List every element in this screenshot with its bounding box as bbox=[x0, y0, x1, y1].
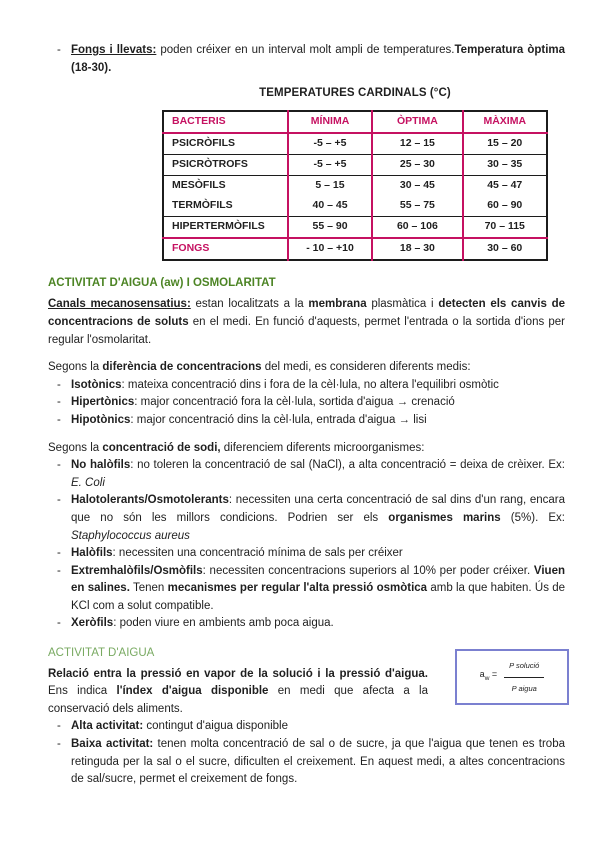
formula-subscript: w bbox=[484, 675, 490, 683]
table-row: MESÒFILS 5 – 15 30 – 45 45 – 47 bbox=[163, 174, 547, 196]
bullet-text: Halòfils: necessiten una concentració mí… bbox=[71, 547, 403, 560]
table-row: FONGS - 10 – +10 18 – 30 30 – 60 bbox=[163, 236, 547, 260]
bullet-marker: - bbox=[57, 738, 61, 751]
list-item: - Hipotònics: major concentració dins la… bbox=[48, 412, 565, 430]
bullet-marker: - bbox=[57, 378, 61, 391]
table-cell: 45 – 47 bbox=[461, 174, 547, 196]
table-cell: 55 – 90 bbox=[286, 215, 373, 238]
formula-equals: = bbox=[491, 669, 498, 680]
list-item: - Hipertònics: major concentració fora l… bbox=[48, 394, 565, 412]
column-header: MÍNIMA bbox=[286, 110, 373, 133]
list-item: - Fongs i llevats: poden créixer en un i… bbox=[48, 42, 565, 77]
water-activity-section: ACTIVITAT D'AIGUA aw = P solució P aigua… bbox=[48, 645, 569, 718]
sodium-lead-paragraph: Segons la concentració de sodi, diferenc… bbox=[48, 441, 425, 454]
formula-denominator: P aigua bbox=[511, 683, 537, 693]
table-cell: 60 – 106 bbox=[371, 215, 463, 238]
table-cell: -5 – +5 bbox=[286, 153, 373, 176]
table-cell: MESÒFILS bbox=[163, 174, 288, 196]
list-item: - Halotolerants/Osmotolerants: necessite… bbox=[48, 492, 565, 545]
table-cell: 12 – 15 bbox=[371, 131, 463, 155]
bullet-text: Baixa activitat: tenen molta concentraci… bbox=[71, 738, 565, 786]
bullet-text: Halotolerants/Osmotolerants: necessiten … bbox=[71, 494, 566, 542]
table-row: TERMÒFILS 40 – 45 55 – 75 60 – 90 bbox=[163, 195, 547, 217]
list-item: - Extremhalòfils/Osmòfils: necessiten co… bbox=[48, 563, 565, 616]
intro-bullet-text: Fongs i llevats: poden créixer en un int… bbox=[71, 44, 566, 74]
sodium-list: - No halòfils: no toleren la concentraci… bbox=[48, 457, 565, 633]
list-item: - Halòfils: necessiten una concentració … bbox=[48, 545, 565, 563]
table-cell: 70 – 115 bbox=[461, 215, 547, 238]
bullet-marker: - bbox=[57, 617, 61, 630]
list-item: - Alta activitat: contingut d'aigua disp… bbox=[48, 718, 565, 736]
media-lead-paragraph: Segons la diferència de concentracions d… bbox=[48, 361, 471, 374]
table-cell: 25 – 30 bbox=[371, 153, 463, 176]
table-cell: 30 – 45 bbox=[371, 174, 463, 196]
table-cell: TERMÒFILS bbox=[172, 198, 233, 211]
table-cell: FONGS bbox=[163, 236, 288, 260]
table-cell: 18 – 30 bbox=[371, 236, 463, 260]
bullet-marker: - bbox=[57, 396, 61, 409]
formula-lhs: aw = bbox=[479, 669, 498, 683]
table-cell: HIPERTERMÒFILS bbox=[163, 215, 288, 238]
bullet-text: Hipotònics: major concentració dins la c… bbox=[71, 413, 427, 426]
bullet-text: Xeròfils: poden viure en ambients amb po… bbox=[71, 617, 334, 630]
bullet-marker: - bbox=[57, 44, 61, 56]
section-heading-osmolarity: ACTIVITAT D'AIGUA (aw) I OSMOLARITAT bbox=[48, 276, 276, 289]
temperatures-table-section: TEMPERATURES CARDINALS (°C) BACTERIS MÍN… bbox=[162, 85, 548, 261]
table-cell: PSICRÒTROFS bbox=[163, 153, 288, 176]
table-cell: 30 – 35 bbox=[461, 153, 547, 176]
bullet-marker: - bbox=[57, 547, 61, 560]
formula-fraction: P solució P aigua bbox=[504, 657, 545, 697]
bullet-marker: - bbox=[57, 459, 61, 472]
table-row: PSICRÒFILS -5 – +5 12 – 15 15 – 20 bbox=[163, 131, 547, 155]
table-cell: 15 – 20 bbox=[461, 131, 547, 155]
column-header: MÀXIMA bbox=[461, 110, 547, 133]
table-row: PSICRÒTROFS -5 – +5 25 – 30 30 – 35 bbox=[163, 153, 547, 176]
table-cell: 30 – 60 bbox=[461, 236, 547, 260]
section-heading-water-activity: ACTIVITAT D'AIGUA bbox=[48, 647, 155, 660]
table-cell: 40 – 45 bbox=[286, 195, 373, 217]
table-cell: 5 – 15 bbox=[286, 174, 373, 196]
bullet-text: Hipertònics: major concentració fora la … bbox=[71, 396, 455, 409]
table-cell: 55 – 75 bbox=[371, 195, 463, 217]
table-cell: 60 – 90 bbox=[461, 195, 547, 217]
list-item: - No halòfils: no toleren la concentraci… bbox=[48, 457, 565, 492]
bullet-text: Extremhalòfils/Osmòfils: necessiten conc… bbox=[71, 564, 566, 612]
water-activity-formula-box: aw = P solució P aigua bbox=[455, 649, 569, 706]
bullet-marker: - bbox=[57, 720, 61, 733]
bullet-marker: - bbox=[57, 413, 61, 426]
bullet-text: Alta activitat: contingut d'aigua dispon… bbox=[71, 720, 288, 733]
table-cell: -5 – +5 bbox=[286, 131, 373, 155]
bullet-text: No halòfils: no toleren la concentració … bbox=[71, 459, 565, 489]
canals-paragraph: Canals mecanosensatius: estan localitzat… bbox=[48, 298, 566, 346]
list-item: - Isotònics: mateixa concentració dins i… bbox=[48, 377, 565, 395]
water-activity-paragraph: Relació entra la pressió en vapor de la … bbox=[48, 667, 428, 715]
bullet-marker: - bbox=[57, 564, 61, 577]
table-row: HIPERTERMÒFILS 55 – 90 60 – 106 70 – 115 bbox=[163, 215, 547, 238]
table-cell: - 10 – +10 bbox=[286, 236, 373, 260]
intro-list: - Fongs i llevats: poden créixer en un i… bbox=[48, 42, 565, 77]
bullet-text: Isotònics: mateixa concentració dins i f… bbox=[71, 378, 499, 391]
table-header-row: BACTERIS MÍNIMA ÒPTIMA MÀXIMA bbox=[163, 110, 547, 133]
table-cell: PSICRÒFILS bbox=[163, 131, 288, 155]
media-list: - Isotònics: mateixa concentració dins i… bbox=[48, 377, 565, 430]
list-item: - Xeròfils: poden viure en ambients amb … bbox=[48, 615, 565, 633]
list-item: - Baixa activitat: tenen molta concentra… bbox=[48, 736, 565, 789]
column-header: BACTERIS bbox=[172, 114, 226, 127]
table-title: TEMPERATURES CARDINALS (°C) bbox=[259, 87, 451, 100]
column-header: ÒPTIMA bbox=[371, 110, 463, 133]
temperatures-table: BACTERIS MÍNIMA ÒPTIMA MÀXIMA PSICRÒFILS… bbox=[162, 109, 548, 261]
activity-list: - Alta activitat: contingut d'aigua disp… bbox=[48, 718, 565, 788]
bullet-marker: - bbox=[57, 494, 61, 507]
formula-numerator: P solució bbox=[504, 657, 545, 678]
